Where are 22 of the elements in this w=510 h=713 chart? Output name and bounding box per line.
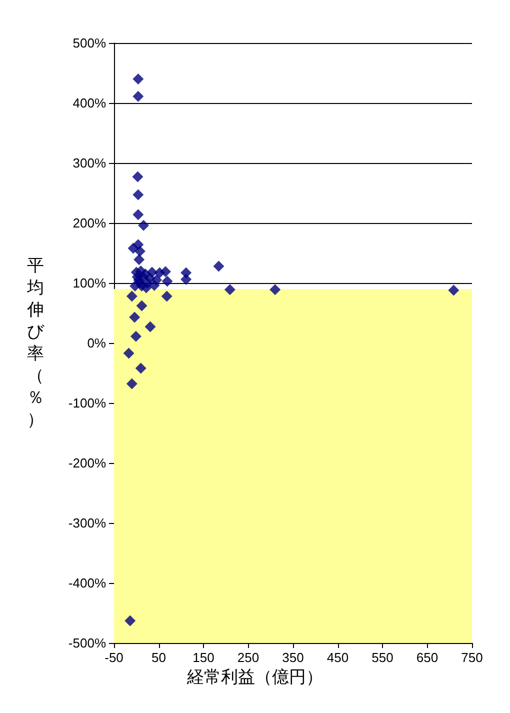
- x-tick-label: 250: [237, 650, 260, 665]
- x-tick-label: 50: [152, 650, 166, 665]
- y-tick-label: 200%: [72, 216, 106, 230]
- y-tick-label: -400%: [68, 576, 106, 590]
- y-tick-label: -200%: [68, 456, 106, 470]
- x-tick-label: 450: [326, 650, 349, 665]
- y-tick-label: 500%: [72, 36, 106, 50]
- x-tick-label: 350: [282, 650, 304, 665]
- y-tick-label: -100%: [68, 396, 106, 410]
- x-tick-label: 150: [192, 650, 214, 665]
- y-axis-title: 平均伸び率（％）: [26, 256, 45, 430]
- x-tick-label: 750: [461, 650, 483, 665]
- x-tick-label: 650: [416, 650, 438, 665]
- y-tick-label: 300%: [72, 156, 106, 170]
- x-axis-title: 経常利益（億円）: [186, 668, 323, 688]
- y-tick-label: -500%: [68, 636, 106, 650]
- y-tick-label: 0%: [87, 336, 106, 350]
- y-tick-label: 100%: [72, 276, 106, 290]
- y-tick-label: -300%: [68, 516, 106, 530]
- x-tick-label: -50: [104, 650, 124, 665]
- x-tick-label: 550: [372, 650, 394, 665]
- y-tick-label: 400%: [72, 96, 106, 110]
